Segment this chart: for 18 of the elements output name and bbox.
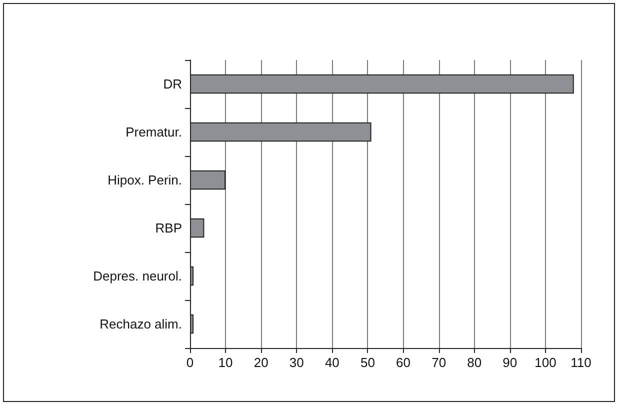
x-tick-label: 50 — [360, 355, 375, 370]
y-tick-label: Hipox. Perin. — [108, 172, 182, 188]
x-tick-label: 0 — [186, 355, 194, 370]
x-tick-label: 20 — [254, 355, 268, 370]
x-tick-label: 10 — [218, 355, 233, 370]
x-tick-label: 40 — [324, 355, 340, 370]
x-tick-label: 100 — [534, 355, 556, 370]
x-tick-label: 60 — [396, 355, 411, 370]
y-tick-label: RBP — [155, 220, 182, 236]
x-tick-label: 30 — [289, 355, 304, 370]
y-tick-label: Rechazo alim. — [100, 316, 182, 332]
y-tick-label: Prematur. — [126, 124, 182, 140]
x-tick-label: 80 — [467, 355, 482, 370]
y-tick-label: DR — [163, 76, 182, 92]
y-tick-label: Depres. neurol. — [93, 268, 182, 284]
x-tick-label: 110 — [570, 355, 592, 370]
x-tick-label: 90 — [502, 355, 518, 370]
x-tick-label: 70 — [432, 355, 446, 370]
